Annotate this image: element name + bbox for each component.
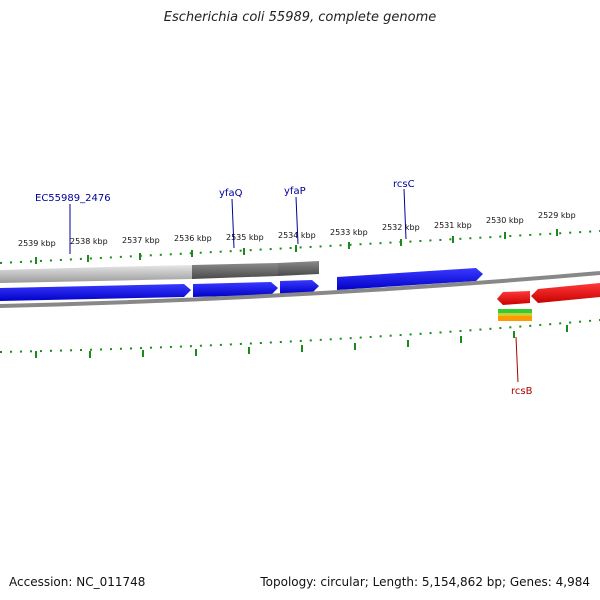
ruler-label: 2537 kbp	[122, 236, 160, 245]
ruler-label: 2530 kbp	[486, 216, 524, 225]
ruler-label: 2539 kbp	[18, 239, 56, 248]
ruler-label: 2533 kbp	[330, 228, 368, 237]
ruler-label: 2536 kbp	[174, 234, 212, 243]
ruler-label: 2532 kbp	[382, 223, 420, 232]
reverse-genes	[497, 283, 600, 305]
gene-yfaq-arrow[interactable]	[193, 282, 278, 297]
gene-rcsc-arrow[interactable]	[337, 268, 483, 290]
genome-title: Escherichia coli 55989, complete genome	[163, 10, 437, 25]
gene-label-yfaq[interactable]: yfaQ	[219, 188, 243, 199]
inner-ruler	[0, 319, 600, 358]
feature-bars	[498, 309, 532, 321]
gene-yfap-arrow[interactable]	[280, 280, 319, 294]
outer-ruler	[0, 229, 600, 264]
ruler-labels: 2539 kbp 2538 kbp 2537 kbp 2536 kbp 2535…	[18, 211, 576, 248]
genome-summary-text: Topology: circular; Length: 5,154,862 bp…	[260, 575, 590, 589]
gene-label-rcsb[interactable]: rcsB	[511, 386, 533, 397]
forward-genes	[0, 268, 483, 301]
ruler-label: 2529 kbp	[538, 211, 576, 220]
ruler-label: 2538 kbp	[70, 237, 108, 246]
gene-label-yfap[interactable]: yfaP	[284, 186, 306, 197]
gene-red-arrow[interactable]	[531, 283, 600, 303]
gene-ec55989-2476-arrow[interactable]	[0, 284, 191, 301]
genome-backbone	[0, 271, 600, 308]
gene-rcsb-arrow[interactable]	[497, 291, 530, 305]
region-band	[0, 261, 319, 283]
ruler-label: 2534 kbp	[278, 231, 316, 240]
gene-label-rcsc[interactable]: rcsC	[393, 179, 415, 190]
accession-text: Accession: NC_011748	[9, 575, 146, 589]
ruler-label: 2535 kbp	[226, 233, 264, 242]
gene-labels: EC55989_2476 yfaQ yfaP rcsC rcsB	[35, 179, 533, 397]
gene-label-ec55989-2476[interactable]: EC55989_2476	[35, 193, 111, 204]
ruler-label: 2531 kbp	[434, 221, 472, 230]
gene-leaders	[69, 188, 519, 383]
